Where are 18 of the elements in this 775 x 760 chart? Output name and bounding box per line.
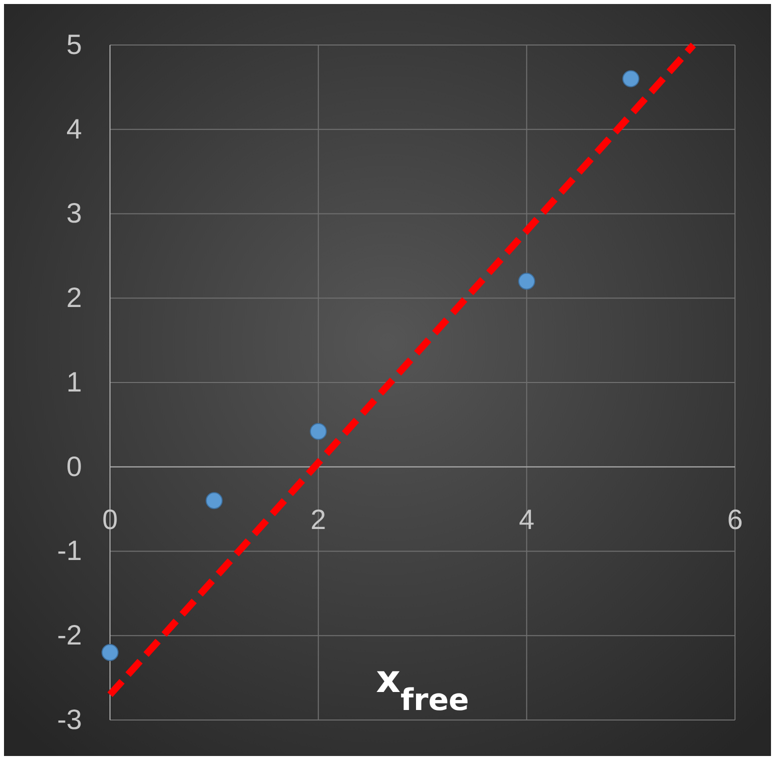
point (102, 644, 118, 661)
point (206, 492, 223, 510)
point (310, 422, 327, 440)
y-tick-label: 3 (66, 198, 82, 229)
x-tick-label: 6 (727, 504, 743, 535)
point (622, 70, 640, 88)
y-tick-label: -1 (57, 535, 82, 566)
x-tick-label: 4 (518, 504, 534, 535)
y-tick-label: 4 (66, 113, 82, 144)
x-axis-title: x$_{free}$ (376, 657, 470, 718)
y-tick-label: -2 (57, 620, 82, 651)
point (518, 272, 536, 290)
y-tick-label: -3 (57, 704, 82, 735)
y-tick-label: 2 (66, 282, 82, 314)
y-tick-label: 5 (66, 28, 82, 60)
y-tick-label: 0 (66, 450, 82, 482)
x-tick-label: 2 (310, 504, 326, 535)
y-tick-label: 1 (66, 366, 82, 398)
